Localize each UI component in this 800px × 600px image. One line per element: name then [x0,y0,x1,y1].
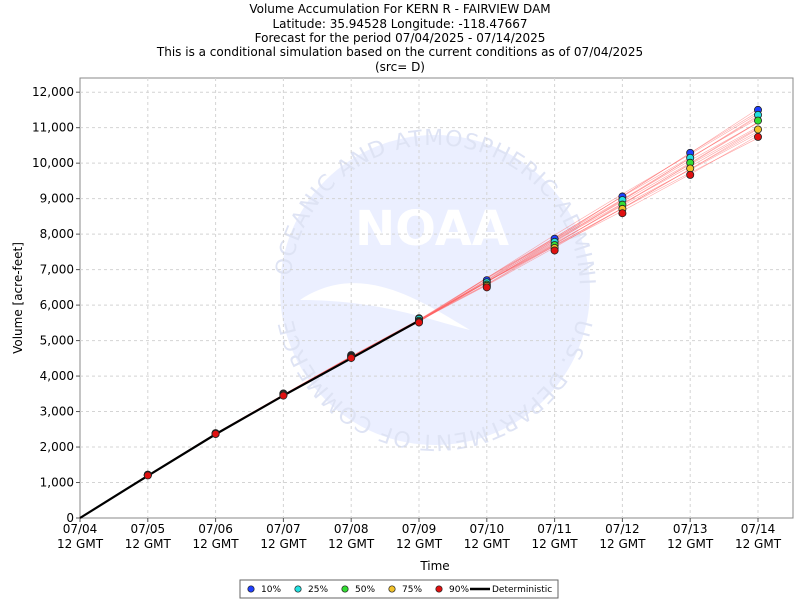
data-point-90pct [754,132,763,141]
title-line-2: Latitude: 35.94528 Longitude: -118.47667 [272,17,527,31]
grid-lines [80,78,793,518]
x-tick-date: 07/05 [131,522,166,536]
y-axis-label: Volume [acre-feet] [11,242,25,354]
x-axis-label: Time [419,559,449,573]
y-tick-label: 8,000 [40,227,74,241]
x-tick-date: 07/13 [673,522,708,536]
data-point-90pct [550,246,559,255]
data-point-90pct [482,283,491,292]
chart-title: Volume Accumulation For KERN R - FAIRVIE… [156,2,643,74]
series-markers [143,105,763,480]
legend-label: 25% [308,585,328,595]
y-tick-label: 6,000 [40,298,74,312]
legend-swatch [341,585,349,593]
data-point-90pct [686,170,695,179]
legend-label: 75% [402,585,422,595]
legend-swatch [294,585,302,593]
noaa-emblem-wave [300,283,470,330]
legend-label: 50% [355,585,375,595]
title-line-5: (src= D) [375,60,425,74]
x-tick-time: 12 GMT [260,537,307,551]
data-point-90pct [347,353,356,362]
y-tick-label: 9,000 [40,192,74,206]
x-tick-date: 07/11 [537,522,572,536]
legend-label: 10% [261,585,281,595]
noaa-logo-text: NOAA [355,201,509,257]
y-tick-label: 2,000 [40,440,74,454]
y-axis-ticks: 0 1,000 2,000 3,000 4,000 5,000 6,000 7,000 8,00… [32,85,80,525]
x-tick-time: 12 GMT [328,537,375,551]
x-tick-time: 12 GMT [532,537,579,551]
x-tick-time: 12 GMT [667,537,714,551]
x-tick-time: 12 GMT [599,537,646,551]
data-point-50pct [754,116,763,125]
series-line-deterministic [79,319,420,519]
x-tick-time: 12 GMT [464,537,511,551]
legend-label: 90% [449,585,469,595]
legend-box [239,579,559,599]
y-tick-label: 3,000 [40,405,74,419]
legend: 10% 25% 50% 75% 90% Deterministic [239,579,559,599]
title-line-4: This is a conditional simulation based o… [156,45,643,59]
x-tick-date: 07/12 [605,522,640,536]
x-tick-time: 12 GMT [193,537,240,551]
series-lines [79,319,420,519]
y-tick-label: 0 [66,511,74,525]
legend-swatch [247,585,255,593]
x-tick-time: 12 GMT [396,537,443,551]
y-tick-label: 7,000 [40,263,74,277]
noaa-emblem-circle [280,135,590,445]
data-point-90pct [279,391,288,400]
x-tick-date: 07/09 [402,522,437,536]
x-tick-date: 07/06 [198,522,233,536]
data-point-90pct [618,209,627,218]
x-tick-time: 12 GMT [125,537,172,551]
x-tick-time: 12 GMT [735,537,782,551]
x-tick-date: 07/07 [266,522,301,536]
y-tick-label: 12,000 [32,85,74,99]
x-tick-time: 12 GMT [57,537,104,551]
data-point-90pct [211,429,220,438]
y-tick-label: 11,000 [32,121,74,135]
legend-swatch [435,585,443,593]
y-tick-label: 5,000 [40,334,74,348]
data-point-90pct [143,471,152,480]
y-tick-label: 1,000 [40,476,74,490]
legend-swatch [388,585,396,593]
title-line-1: Volume Accumulation For KERN R - FAIRVIE… [249,2,550,16]
data-point-90pct [414,318,423,327]
x-tick-date: 07/14 [741,522,776,536]
y-tick-label: 10,000 [32,156,74,170]
y-tick-label: 4,000 [40,369,74,383]
x-tick-date: 07/10 [470,522,505,536]
x-tick-date: 07/08 [334,522,369,536]
title-line-3: Forecast for the period 07/04/2025 - 07/… [255,31,546,45]
legend-label: Deterministic [492,585,552,595]
x-tick-date: 07/04 [63,522,98,536]
data-point-75pct [754,125,763,134]
